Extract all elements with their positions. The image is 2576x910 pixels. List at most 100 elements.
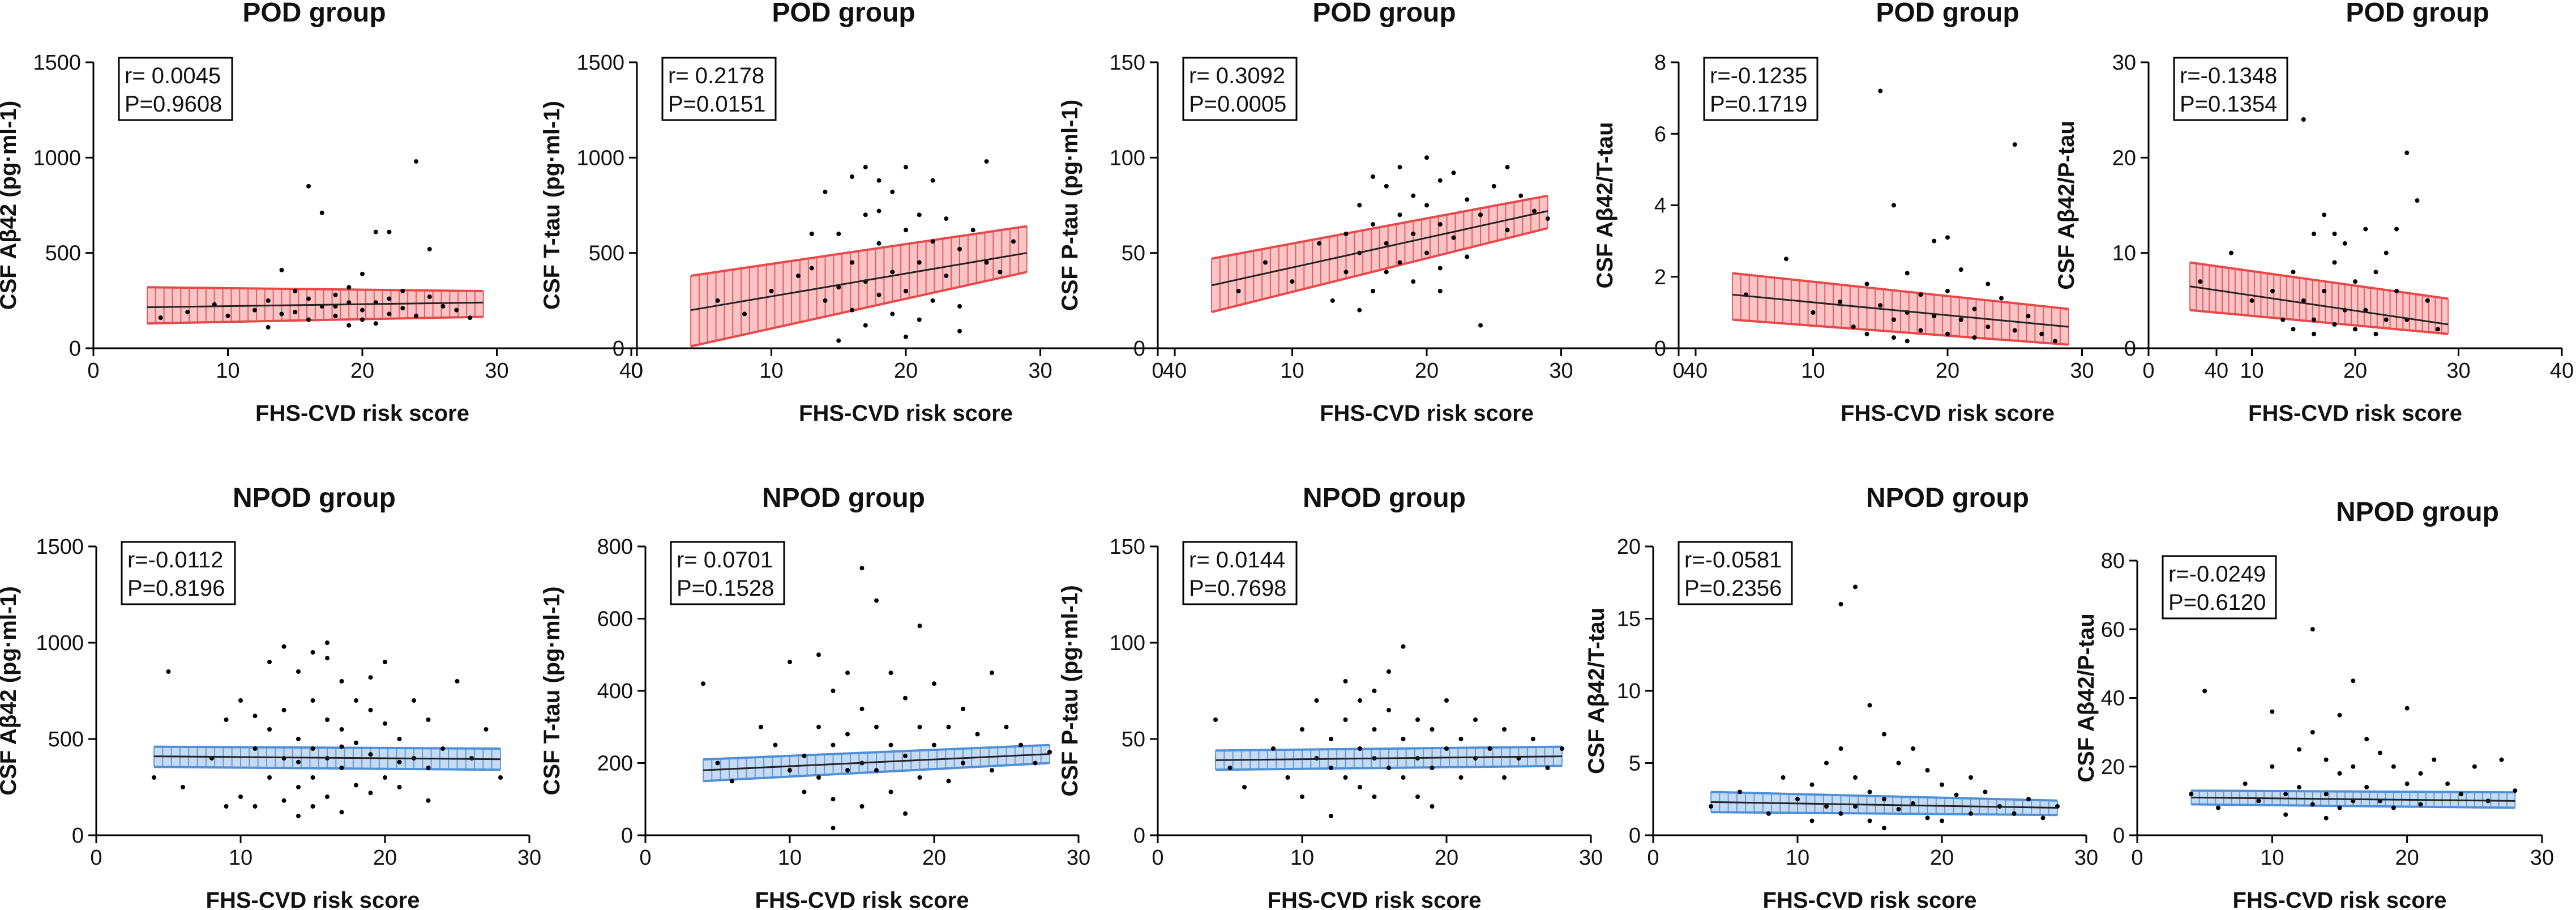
data-point <box>823 189 828 194</box>
data-point <box>426 798 431 803</box>
data-point <box>296 785 301 789</box>
data-point <box>1784 257 1788 262</box>
data-point <box>930 239 935 244</box>
data-point <box>1851 324 1856 330</box>
regression-line <box>2191 796 2515 802</box>
data-point <box>1945 289 1950 293</box>
data-point <box>2297 785 2301 790</box>
x-tick-label: 20 <box>2343 359 2367 383</box>
data-point <box>1781 775 1786 780</box>
data-point <box>2301 117 2306 122</box>
y-tick-label: 0 <box>2124 337 2136 361</box>
data-point <box>2256 798 2261 804</box>
data-point <box>281 798 286 803</box>
data-point <box>1387 708 1391 712</box>
x-axis-label: FHS-CVD risk score <box>2248 401 2462 426</box>
x-tick-label: 30 <box>1579 846 1603 870</box>
data-point <box>2499 757 2504 762</box>
data-point <box>2270 289 2275 293</box>
data-point <box>859 566 865 571</box>
x-tick-label: 20 <box>894 359 918 383</box>
data-point <box>1019 742 1023 747</box>
x-tick-label: 20 <box>1930 846 1954 870</box>
data-point <box>2332 322 2337 327</box>
data-point <box>1236 289 1241 293</box>
data-point <box>2394 227 2399 232</box>
p-value: P=0.1719 <box>1710 92 1807 117</box>
y-tick-label: 800 <box>597 535 633 559</box>
data-point <box>2337 712 2342 717</box>
data-point <box>2337 805 2342 810</box>
data-point <box>961 761 965 766</box>
data-point <box>850 174 854 179</box>
data-point <box>346 323 352 328</box>
data-point <box>253 804 258 809</box>
y-tick-label: 1500 <box>36 535 84 559</box>
data-point <box>468 315 472 321</box>
y-tick-label: 0 <box>1654 337 1666 361</box>
data-point <box>1940 818 1944 823</box>
data-point <box>876 208 882 213</box>
data-point <box>730 779 734 784</box>
x-axis-label: FHS-CVD risk score <box>206 888 420 910</box>
data-point <box>360 307 365 313</box>
data-point <box>823 298 828 303</box>
data-point <box>2391 764 2396 769</box>
x-tick-label: 30 <box>517 846 541 870</box>
y-tick-label: 150 <box>1110 51 1145 75</box>
data-point <box>984 260 989 265</box>
data-point <box>917 212 922 217</box>
data-point <box>715 761 720 766</box>
y-tick-label: 200 <box>597 752 633 776</box>
data-point <box>427 294 432 300</box>
p-value: P=0.1528 <box>677 576 774 601</box>
chart-panel: NPOD group 0 10 20 30 0 200 400 600 800 FHS-CVD ri… <box>540 483 1090 910</box>
data-point <box>2039 331 2044 336</box>
data-point <box>1424 203 1429 208</box>
data-point <box>373 321 378 326</box>
band-upper-edge <box>703 744 1050 761</box>
data-point <box>831 742 836 747</box>
x-tick-label: 30 <box>2446 359 2470 383</box>
data-point <box>1372 689 1377 693</box>
y-tick-label: 6 <box>1654 122 1666 146</box>
data-point <box>845 670 850 676</box>
data-point <box>2342 241 2347 246</box>
y-axis-label: CSF T-tau (pg·ml-1) <box>540 587 564 796</box>
x-tick-label: 20 <box>1936 359 1959 383</box>
x-tick-label: 20 <box>1435 846 1458 870</box>
data-point <box>2513 788 2518 793</box>
data-point <box>876 292 882 297</box>
data-point <box>1330 298 1335 303</box>
y-tick-label: 4 <box>1654 194 1666 218</box>
data-point <box>1401 737 1406 741</box>
data-point <box>1505 165 1510 170</box>
data-point <box>1518 193 1524 198</box>
data-point <box>845 732 850 737</box>
p-value: P=0.0151 <box>668 92 765 117</box>
data-point <box>1867 789 1872 794</box>
y-tick-label: 10 <box>2112 242 2136 266</box>
y-tick-label: 100 <box>1110 146 1145 170</box>
data-point <box>2310 802 2315 807</box>
data-point <box>224 717 229 722</box>
y-tick-label: 0 <box>69 337 81 361</box>
data-point <box>957 246 962 251</box>
data-point <box>225 313 230 318</box>
data-point <box>1972 335 1977 340</box>
x-tick-label: 40 <box>2205 359 2228 383</box>
data-point <box>2337 771 2342 776</box>
data-point <box>1358 746 1362 751</box>
correlation-r: r= 0.3092 <box>1189 63 1285 88</box>
data-point <box>2418 802 2423 807</box>
data-point <box>412 698 416 703</box>
stats-box <box>121 541 236 605</box>
data-point <box>267 727 272 732</box>
data-point <box>1430 766 1435 770</box>
data-point <box>816 652 821 657</box>
chart-panel: NPOD group 0 10 20 30 0 50 100 150 FHS-CVD risk s… <box>1058 483 1603 910</box>
y-tick-label: 20 <box>2101 755 2125 779</box>
data-point <box>874 768 879 773</box>
